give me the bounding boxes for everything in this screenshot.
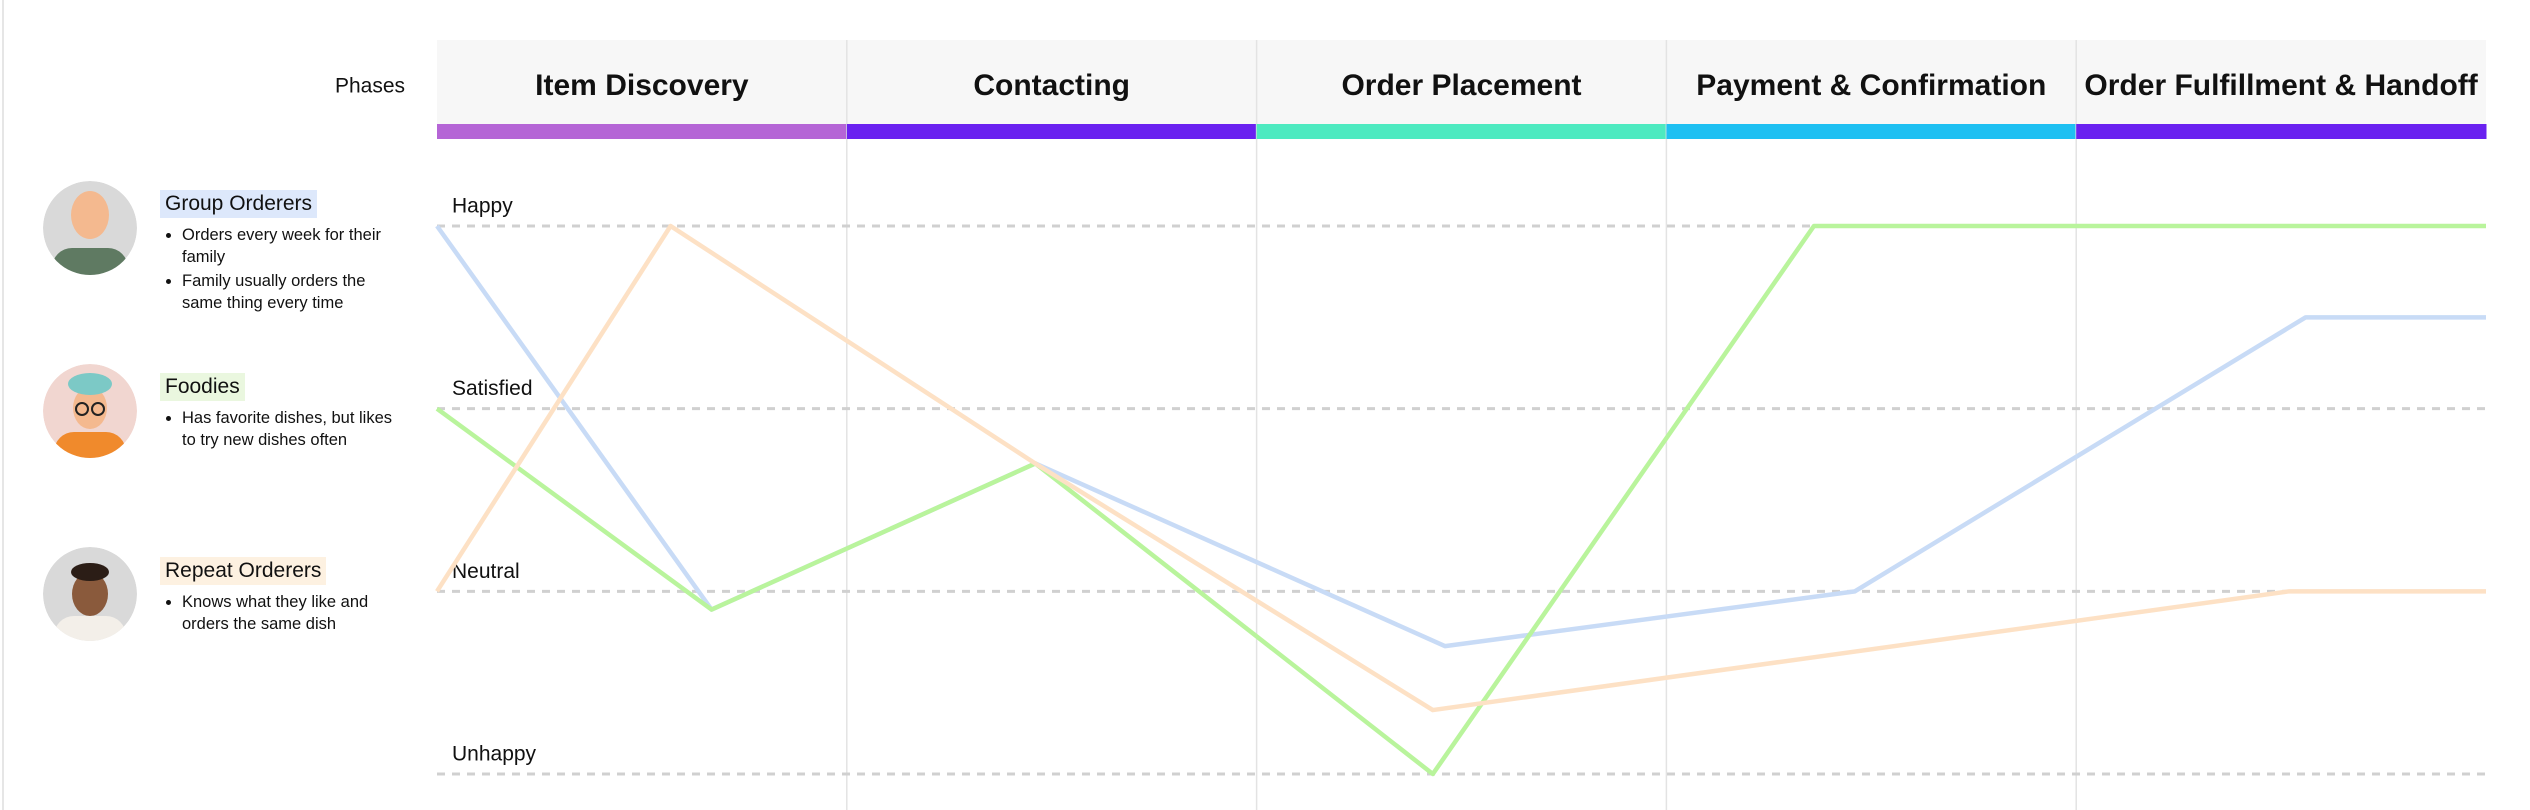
phase-bar bbox=[437, 124, 848, 139]
persona-note: Has favorite dishes, but likes to try ne… bbox=[182, 407, 410, 451]
persona-note: Family usually orders the same thing eve… bbox=[182, 270, 410, 314]
persona: Repeat Orderers Knows what they like and … bbox=[160, 557, 410, 637]
emotion-line bbox=[435, 223, 2486, 713]
phase-bar bbox=[1256, 124, 1667, 139]
persona: Foodies Has favorite dishes, but likes to… bbox=[160, 373, 410, 453]
persona-name: Foodies bbox=[160, 373, 245, 401]
emotion-line bbox=[435, 224, 2486, 649]
avatar bbox=[43, 364, 137, 458]
persona: Group Orderers Orders every week for thei… bbox=[160, 190, 410, 316]
phase-title: Payment & Confirmation bbox=[1696, 69, 2046, 102]
level-label: Satisfied bbox=[452, 377, 533, 400]
phase-title: Order Fulfillment & Handoff bbox=[2084, 69, 2478, 102]
phase-bar bbox=[1666, 124, 2077, 139]
phase-title: Order Placement bbox=[1341, 69, 1581, 102]
phase-title: Item Discovery bbox=[535, 69, 749, 102]
persona-notes: Orders every week for their familyFamily… bbox=[160, 224, 410, 314]
phases-label: Phases bbox=[335, 75, 405, 98]
persona-name: Group Orderers bbox=[160, 190, 318, 218]
avatar bbox=[43, 181, 137, 275]
persona-name: Repeat Orderers bbox=[160, 557, 327, 585]
phase-title: Contacting bbox=[973, 69, 1130, 102]
level-label: Happy bbox=[452, 195, 513, 218]
persona-notes: Has favorite dishes, but likes to try ne… bbox=[160, 407, 410, 451]
emotion-line bbox=[435, 223, 2486, 777]
level-label: Unhappy bbox=[452, 743, 537, 766]
persona-notes: Knows what they like and orders the same… bbox=[160, 591, 410, 635]
avatar bbox=[43, 547, 137, 641]
phase-bar bbox=[846, 124, 1258, 139]
phase-bar bbox=[2076, 124, 2487, 139]
persona-note: Orders every week for their family bbox=[182, 224, 410, 268]
header-band bbox=[437, 40, 2486, 124]
persona-note: Knows what they like and orders the same… bbox=[182, 591, 410, 635]
level-label: Neutral bbox=[452, 560, 520, 583]
chart: Item Discovery Contacting Order Placement P… bbox=[435, 40, 2487, 810]
